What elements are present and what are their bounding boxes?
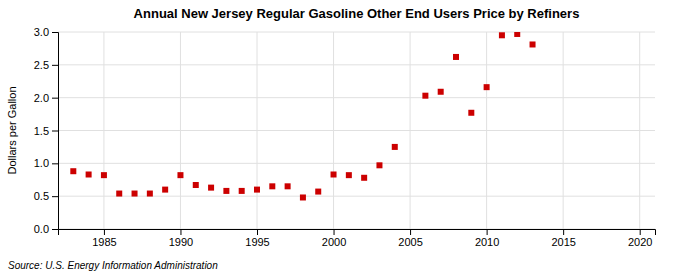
tick: 1.5 bbox=[34, 125, 58, 137]
tick-mark bbox=[563, 229, 564, 235]
tick-mark bbox=[334, 229, 335, 235]
point bbox=[223, 188, 229, 194]
grid-line-y bbox=[58, 163, 655, 164]
tick-label: 2005 bbox=[398, 236, 422, 248]
point bbox=[530, 41, 536, 47]
tick-label: 1990 bbox=[169, 236, 193, 248]
tick-mark bbox=[640, 229, 641, 235]
point bbox=[361, 175, 367, 181]
point bbox=[453, 54, 459, 60]
tick-mark bbox=[52, 163, 58, 164]
grid bbox=[58, 32, 655, 229]
tick-label: 1.0 bbox=[34, 157, 49, 169]
tick-label: 2015 bbox=[551, 236, 575, 248]
y-axis-label: Dollars per Gallon bbox=[6, 86, 18, 174]
point bbox=[422, 93, 428, 99]
point bbox=[254, 187, 260, 193]
tick: 1.0 bbox=[34, 157, 58, 169]
axis-line bbox=[52, 33, 59, 230]
grid-line-y bbox=[58, 97, 655, 98]
axis-line bbox=[59, 230, 656, 236]
point bbox=[239, 188, 245, 194]
tick-label: 0.0 bbox=[34, 223, 49, 235]
tick-label: 2.5 bbox=[34, 59, 49, 71]
tick-mark bbox=[487, 229, 488, 235]
tick: 2020 bbox=[628, 229, 652, 248]
point bbox=[376, 162, 382, 168]
point bbox=[392, 144, 398, 150]
tick: 2000 bbox=[322, 229, 346, 248]
tick-mark bbox=[52, 196, 58, 197]
y-axis: 0.0 0.5 1.0 1.5 2.0 2.5 3.0 bbox=[34, 26, 59, 235]
grid-line-y bbox=[58, 64, 655, 65]
tick: 3.0 bbox=[34, 26, 58, 38]
tick-label: 2010 bbox=[475, 236, 499, 248]
point bbox=[285, 183, 291, 189]
tick: 1990 bbox=[169, 229, 193, 248]
point bbox=[499, 32, 505, 38]
title: Annual New Jersey Regular Gasoline Other… bbox=[134, 6, 580, 21]
tick: 2005 bbox=[398, 229, 422, 248]
point bbox=[177, 172, 183, 178]
point bbox=[269, 183, 275, 189]
tick-mark bbox=[52, 131, 58, 132]
point bbox=[514, 32, 520, 37]
point bbox=[208, 185, 214, 191]
grid-line-y bbox=[58, 32, 655, 33]
tick: 1985 bbox=[92, 229, 116, 248]
point bbox=[484, 84, 490, 90]
tick-mark bbox=[257, 229, 258, 235]
tick-mark bbox=[52, 32, 58, 33]
point bbox=[132, 191, 138, 197]
tick-label: 1.5 bbox=[34, 125, 49, 137]
tick-label: 3.0 bbox=[34, 26, 49, 38]
source-note: Source: U.S. Energy Information Administ… bbox=[8, 260, 218, 271]
tick-label: 2020 bbox=[628, 236, 652, 248]
tick-label: 2000 bbox=[322, 236, 346, 248]
point bbox=[147, 191, 153, 197]
point bbox=[193, 182, 199, 188]
tick: 0.5 bbox=[34, 190, 58, 202]
tick: 2.5 bbox=[34, 59, 58, 71]
tick-label: 2.0 bbox=[34, 92, 49, 104]
point bbox=[346, 172, 352, 178]
point bbox=[116, 191, 122, 197]
point bbox=[438, 89, 444, 95]
point bbox=[315, 189, 321, 195]
x-axis: 1985 1990 1995 2000 2005 2010 2015 2020 bbox=[59, 229, 656, 248]
tick-label: 1995 bbox=[245, 236, 269, 248]
grid-line-y bbox=[58, 130, 655, 131]
chart: 1985 1990 1995 2000 2005 2010 2015 2020 0.0 0.5 1.… bbox=[0, 0, 675, 275]
points bbox=[70, 32, 535, 200]
tick: 2010 bbox=[475, 229, 499, 248]
point bbox=[300, 194, 306, 200]
point bbox=[101, 172, 107, 178]
point bbox=[86, 171, 92, 177]
tick-mark bbox=[104, 229, 105, 235]
tick-label: 0.5 bbox=[34, 190, 49, 202]
plot: 1985 1990 1995 2000 2005 2010 2015 2020 0.0 0.5 1.… bbox=[34, 26, 656, 248]
tick-mark bbox=[52, 229, 58, 230]
tick-mark bbox=[52, 98, 58, 99]
tick-label: 1985 bbox=[92, 236, 116, 248]
tick: 2015 bbox=[551, 229, 575, 248]
point bbox=[70, 168, 76, 174]
point bbox=[162, 187, 168, 193]
tick: 1995 bbox=[245, 229, 269, 248]
tick: 2.0 bbox=[34, 92, 58, 104]
tick-mark bbox=[410, 229, 411, 235]
point bbox=[331, 171, 337, 177]
point bbox=[468, 110, 474, 116]
tick: 0.0 bbox=[34, 223, 58, 235]
tick-mark bbox=[180, 229, 181, 235]
tick-mark bbox=[52, 65, 58, 66]
